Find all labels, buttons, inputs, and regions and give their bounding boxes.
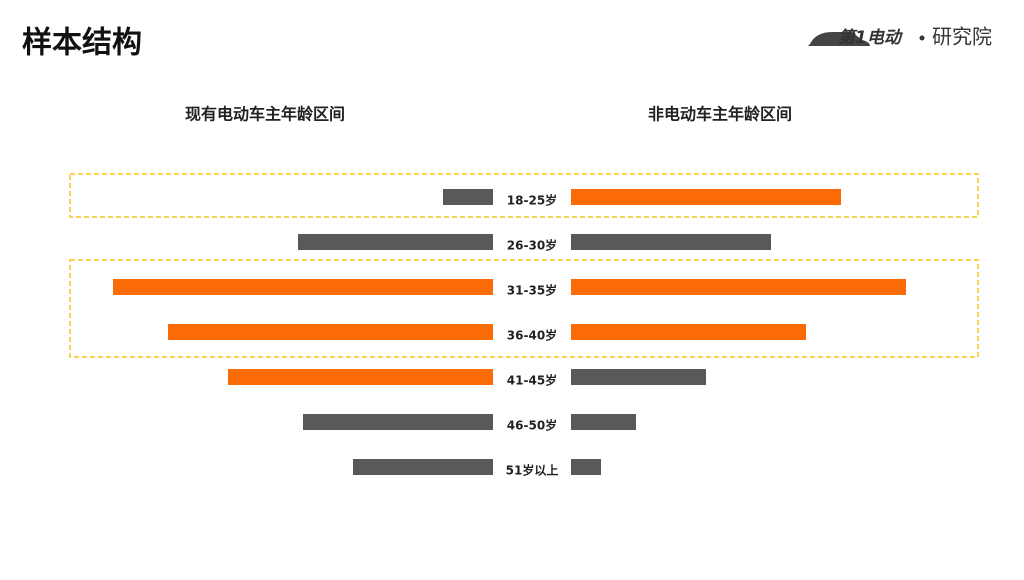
bar xyxy=(298,234,493,250)
category-label: 46-50岁 xyxy=(507,418,557,433)
page-title: 样本结构 xyxy=(22,26,142,61)
logo-text: 研究院 xyxy=(932,25,992,49)
bar xyxy=(228,369,493,385)
bar xyxy=(113,279,493,295)
highlight-box xyxy=(69,259,979,358)
logo-brand: 第1电动 xyxy=(838,28,904,48)
category-label: 26-30岁 xyxy=(507,238,557,253)
category-label: 18-25岁 xyxy=(507,193,557,208)
left-panel-title: 现有电动车主年龄区间 xyxy=(185,105,345,124)
bar xyxy=(571,369,706,385)
logo-dot xyxy=(919,35,925,41)
highlight-box xyxy=(69,173,979,218)
bar xyxy=(571,414,636,430)
category-label: 41-45岁 xyxy=(507,373,557,388)
bar xyxy=(353,459,493,475)
bar xyxy=(571,324,806,340)
bar xyxy=(168,324,493,340)
bar xyxy=(571,234,771,250)
category-label: 31-35岁 xyxy=(507,283,557,298)
category-label: 36-40岁 xyxy=(507,328,557,343)
logo: 第1电动 研究院 xyxy=(808,25,992,49)
bar xyxy=(303,414,493,430)
bar xyxy=(443,189,493,205)
bar xyxy=(571,189,841,205)
category-label: 51岁以上 xyxy=(506,463,559,478)
bar xyxy=(571,459,601,475)
right-panel-title: 非电动车主年龄区间 xyxy=(648,105,792,124)
logo-car xyxy=(808,32,870,46)
bar xyxy=(571,279,906,295)
